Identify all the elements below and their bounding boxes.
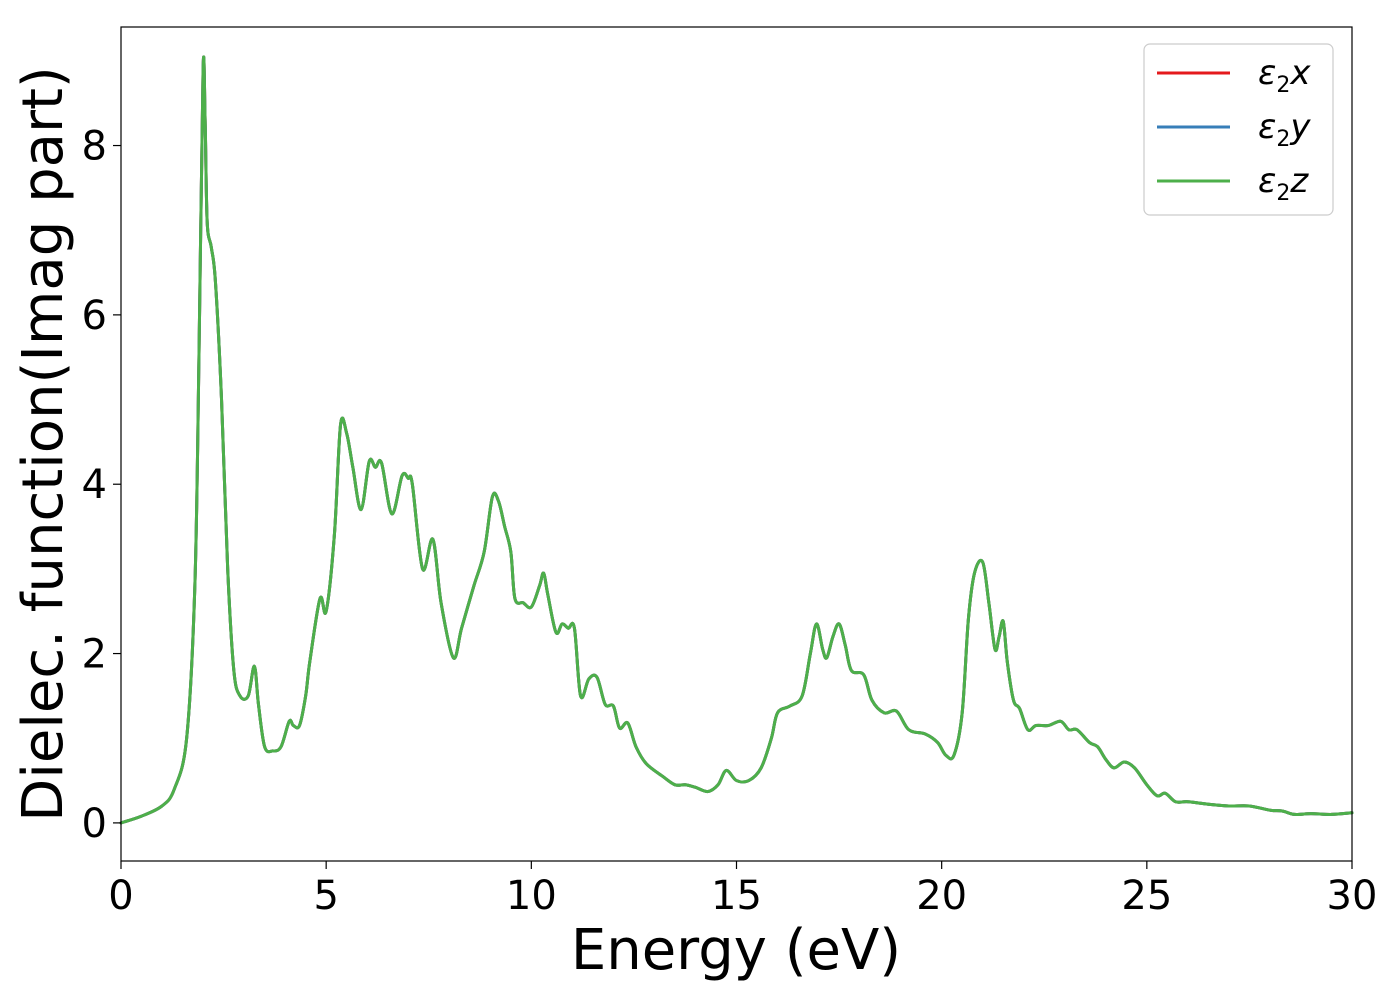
y-tick-label: 4: [82, 462, 107, 508]
legend: ε2x ε2y ε2z: [1143, 43, 1334, 216]
x-tick-label: 10: [506, 873, 557, 919]
series-line-z: [119, 55, 1354, 825]
ticks-layer: 0 5 10 15 20 25 30 0 2 4 6 8: [82, 124, 1378, 919]
x-tick-label: 25: [1121, 873, 1172, 919]
y-axis-label: Dielec. function(Imag part): [11, 66, 76, 822]
legend-box: [1143, 43, 1334, 216]
x-tick-label: 5: [313, 873, 338, 919]
y-tick-label: 0: [82, 801, 107, 847]
y-tick-label: 2: [82, 632, 107, 678]
x-tick-label: 0: [108, 873, 133, 919]
x-tick-label: 30: [1327, 873, 1378, 919]
legend-label-x: ε2x: [1258, 53, 1311, 98]
legend-label-z: ε2z: [1258, 161, 1309, 206]
x-tick-label: 20: [916, 873, 967, 919]
x-axis-label: Energy (eV): [571, 918, 901, 983]
y-tick-label: 8: [82, 124, 107, 170]
legend-label-y: ε2y: [1258, 107, 1311, 152]
x-tick-label: 15: [711, 873, 762, 919]
y-tick-label: 6: [82, 293, 107, 339]
series-layer: [119, 55, 1354, 825]
